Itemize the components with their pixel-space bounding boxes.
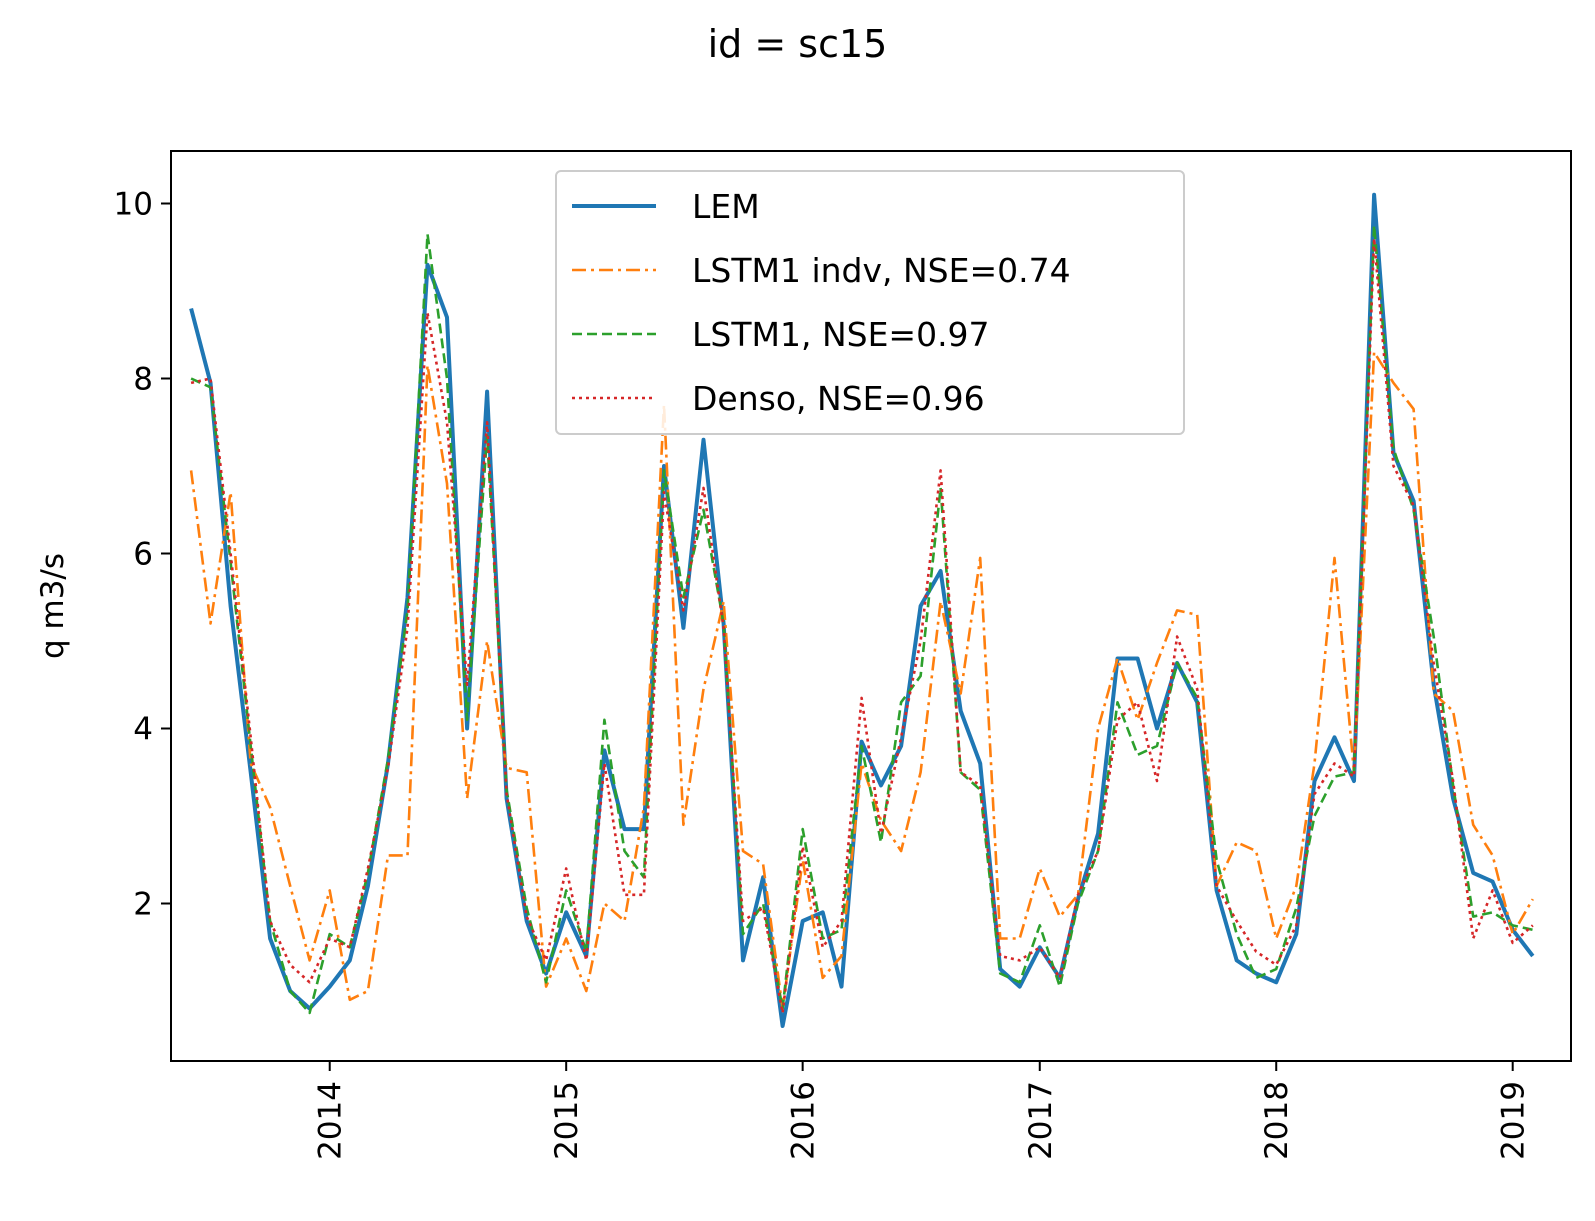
plot-frame [170, 150, 1572, 1062]
chart-title: id = sc15 [707, 22, 888, 66]
y-tick-label: 8 [133, 362, 153, 398]
x-tick-label: 2019 [1496, 1081, 1532, 1160]
legend-label-2: LSTM1, NSE=0.97 [692, 315, 990, 354]
x-tick-label: 2018 [1259, 1081, 1295, 1160]
y-tick-label: 10 [114, 187, 153, 223]
y-tick-label: 6 [133, 537, 153, 573]
legend-label-1: LSTM1 indv, NSE=0.74 [692, 251, 1071, 290]
y-tick-label: 4 [133, 712, 153, 748]
x-tick-label: 2015 [549, 1081, 585, 1160]
legend-box [555, 170, 1185, 435]
series-line-3 [190, 237, 1534, 1015]
legend-label-0: LEM [692, 187, 760, 226]
legend-label-3: Denso, NSE=0.96 [692, 379, 985, 418]
y-tick-label: 2 [133, 887, 153, 923]
x-axis: 2014 2015 2016 2017 2018 2019 [313, 1061, 1532, 1160]
y-axis-label: q m3/s [35, 553, 71, 659]
y-axis: 2 4 6 8 10 [114, 187, 171, 923]
x-tick-label: 2016 [786, 1081, 822, 1160]
series-line-1 [189, 350, 1534, 1010]
x-tick-label: 2017 [1023, 1081, 1059, 1160]
series-layer [189, 192, 1535, 1028]
legend: LEM LSTM1 indv, NSE=0.74 LSTM1, NSE=0.97 De… [555, 170, 1185, 435]
series-line-2 [190, 224, 1534, 1015]
x-tick-label: 2014 [313, 1081, 349, 1160]
